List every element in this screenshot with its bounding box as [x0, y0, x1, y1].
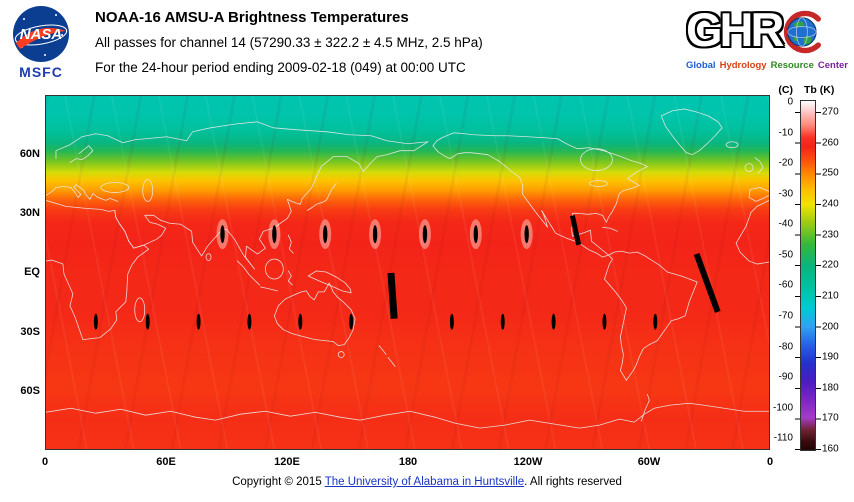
kelvin-label: 180: [822, 382, 839, 394]
celsius-label: -50: [778, 249, 793, 261]
colorbar-celsius-header: (C): [778, 84, 793, 96]
ghrc-word-hydrology: Hydrology: [719, 60, 767, 71]
celsius-label: 0: [787, 96, 793, 108]
celsius-label: -70: [778, 310, 793, 322]
copyright-line: Copyright © 2015 The University of Alaba…: [0, 476, 854, 488]
kelvin-label: 220: [822, 259, 839, 271]
kelvin-label: 260: [822, 137, 839, 149]
celsius-label: -90: [778, 371, 793, 383]
orbit-ellipse-icon: [14, 24, 68, 46]
kelvin-label: 270: [822, 106, 839, 118]
nasa-logo-text: NASA: [20, 26, 63, 43]
celsius-label: -100: [772, 402, 793, 414]
kelvin-label: 250: [822, 167, 839, 179]
copyright-prefix: Copyright © 2015: [232, 476, 325, 488]
ghrc-word-global: Global: [686, 60, 716, 71]
kelvin-label: 160: [822, 443, 839, 455]
data-gap-streaks: [93, 215, 721, 330]
coastlines: [46, 108, 769, 429]
kelvin-label: 190: [822, 351, 839, 363]
ghrc-letters-text: GHR: [686, 3, 784, 56]
kelvin-label: 170: [822, 412, 839, 424]
colorbar-left-ticks: [795, 112, 800, 451]
colorbar-kelvin-header: Tb (K): [804, 84, 835, 96]
celsius-label: -80: [778, 341, 793, 353]
nasa-logo: NASA: [13, 6, 69, 62]
ghrc-subtitle: Global Hydrology Resource Center: [686, 60, 848, 71]
ghrc-logo: GHR: [686, 2, 827, 58]
kelvin-label: 200: [822, 321, 839, 333]
lon-label-120e: 120E: [274, 456, 300, 468]
lat-label-30s: 30S: [20, 326, 40, 338]
lat-label-30n: 30N: [19, 207, 40, 219]
kelvin-label: 240: [822, 198, 839, 210]
lon-label-60e: 60E: [156, 456, 176, 468]
lon-label-60w: 60W: [637, 456, 661, 468]
lon-label-0w: 0: [41, 456, 49, 468]
copyright-suffix: . All rights reserved: [524, 476, 622, 488]
subtitle-period: For the 24-hour period ending 2009-02-18…: [95, 60, 466, 75]
lon-label-0e: 0: [766, 456, 774, 468]
celsius-label: -40: [778, 218, 793, 230]
msfc-label: MSFC: [19, 64, 63, 80]
page-title: NOAA-16 AMSU-A Brightness Temperatures: [95, 9, 409, 26]
temperature-field: [46, 96, 769, 449]
ghrc-word-center: Center: [817, 60, 848, 71]
celsius-label: -10: [778, 127, 793, 139]
kelvin-label: 210: [822, 290, 839, 302]
lon-label-180: 180: [398, 456, 418, 468]
celsius-label: -110: [773, 432, 793, 444]
university-link[interactable]: The University of Alabama in Huntsville: [324, 476, 525, 488]
lat-label-60n: 60N: [19, 148, 40, 160]
ghrc-globe-c-icon: [784, 10, 822, 54]
coastlines-overlay: [46, 108, 769, 429]
lon-label-120w: 120W: [513, 456, 543, 468]
map-canvas: [45, 95, 770, 450]
colorbar-gradient: [800, 100, 816, 451]
celsius-label: -20: [778, 157, 793, 169]
lat-label-eq: EQ: [24, 266, 40, 278]
celsius-label: -30: [778, 188, 793, 200]
colorbar-right-ticks: [816, 112, 821, 451]
ghrc-word-resource: Resource: [770, 60, 814, 71]
subtitle-channel: All passes for channel 14 (57290.33 ± 32…: [95, 35, 483, 50]
celsius-label: -60: [778, 279, 793, 291]
lat-label-60s: 60S: [20, 385, 40, 397]
nasa-swoosh-icon: [16, 27, 66, 49]
kelvin-label: 230: [822, 229, 839, 241]
